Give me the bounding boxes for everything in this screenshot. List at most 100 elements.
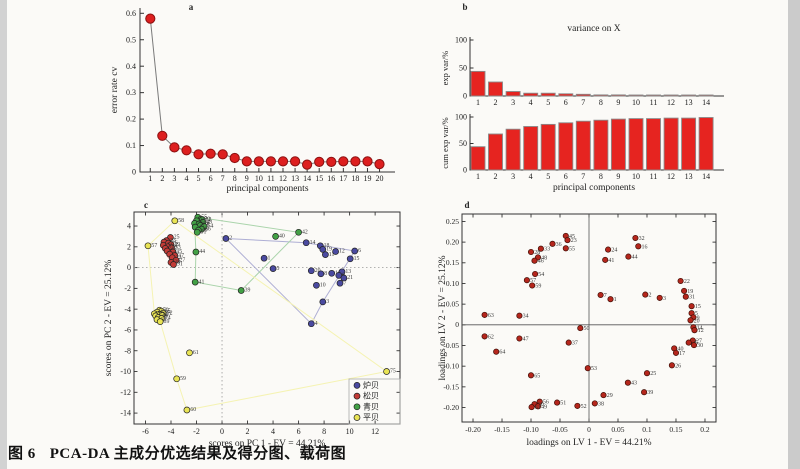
svg-text:42: 42 xyxy=(302,229,308,235)
svg-text:62: 62 xyxy=(488,334,494,340)
svg-text:36: 36 xyxy=(556,242,562,248)
svg-text:14: 14 xyxy=(310,240,316,246)
svg-text:13: 13 xyxy=(291,174,299,183)
svg-text:1: 1 xyxy=(148,174,152,183)
svg-text:50: 50 xyxy=(584,326,590,332)
svg-text:-10: -10 xyxy=(120,367,131,376)
svg-text:19: 19 xyxy=(363,174,371,183)
panel-c-x-axis-label: scores on PC 1 - EV = 44.21% xyxy=(209,439,326,449)
svg-text:10: 10 xyxy=(632,98,640,107)
page-edge-right xyxy=(788,0,800,469)
svg-text:2: 2 xyxy=(246,427,250,436)
svg-text:11: 11 xyxy=(267,174,275,183)
svg-text:22: 22 xyxy=(684,279,690,285)
svg-text:8: 8 xyxy=(324,271,327,277)
svg-text:27: 27 xyxy=(696,339,702,345)
svg-text:50: 50 xyxy=(459,64,467,73)
svg-text:5: 5 xyxy=(197,174,201,183)
svg-text:0.25: 0.25 xyxy=(446,217,459,226)
panel-c-y-axis-label: scores on PC 2 - EV = 25.12% xyxy=(104,260,114,377)
svg-text:54: 54 xyxy=(538,272,544,278)
svg-text:0: 0 xyxy=(132,168,136,177)
svg-text:12: 12 xyxy=(667,172,675,181)
svg-text:0.20: 0.20 xyxy=(446,238,459,247)
legend-label: 青贝 xyxy=(363,401,379,411)
svg-text:20: 20 xyxy=(315,268,321,274)
svg-text:53: 53 xyxy=(591,366,597,372)
svg-text:0.15: 0.15 xyxy=(669,425,682,434)
svg-text:1: 1 xyxy=(268,255,271,261)
svg-text:65: 65 xyxy=(534,373,540,379)
svg-text:8: 8 xyxy=(599,98,603,107)
svg-text:52: 52 xyxy=(206,217,212,223)
svg-text:7: 7 xyxy=(343,280,346,286)
svg-text:64: 64 xyxy=(499,350,505,356)
svg-text:3: 3 xyxy=(172,174,176,183)
svg-text:0: 0 xyxy=(463,166,467,175)
svg-text:0.5: 0.5 xyxy=(126,35,136,44)
svg-text:61: 61 xyxy=(193,350,199,356)
svg-text:75: 75 xyxy=(390,369,396,375)
svg-text:5: 5 xyxy=(546,98,550,107)
svg-text:29: 29 xyxy=(174,242,180,248)
svg-text:-2: -2 xyxy=(124,284,131,293)
panel-d-x-axis-label: loadings on LV 1 - EV = 44.21% xyxy=(527,438,652,448)
svg-text:11: 11 xyxy=(329,252,335,258)
svg-text:25: 25 xyxy=(650,371,656,377)
svg-text:4: 4 xyxy=(529,172,533,181)
svg-text:0: 0 xyxy=(463,92,467,101)
svg-text:54: 54 xyxy=(208,224,214,230)
svg-text:2: 2 xyxy=(127,242,131,251)
svg-text:26: 26 xyxy=(172,240,178,246)
svg-text:56: 56 xyxy=(543,400,549,406)
svg-text:8: 8 xyxy=(599,172,603,181)
panel-a-scree-line-chart: a00.10.20.30.40.50.61 2 3 4 5 6 7 8 9 10 11 12 13 14 1… xyxy=(110,2,395,194)
svg-text:-0.10: -0.10 xyxy=(443,362,459,371)
panel-d-loadings-scatter-plot: d -0.20 -0.15 -0.10 -0.05 0 0.05 0.1 0.15 0.2 0.25… xyxy=(438,200,717,448)
svg-text:51: 51 xyxy=(560,401,566,407)
svg-text:-0.10: -0.10 xyxy=(523,425,539,434)
svg-text:6: 6 xyxy=(297,427,301,436)
svg-text:31: 31 xyxy=(177,262,183,268)
svg-text:2: 2 xyxy=(229,236,232,242)
svg-text:58: 58 xyxy=(178,218,184,224)
svg-text:32: 32 xyxy=(639,236,645,242)
svg-text:12: 12 xyxy=(698,328,704,334)
svg-text:25: 25 xyxy=(174,235,180,241)
svg-text:29: 29 xyxy=(607,393,613,399)
svg-text:50: 50 xyxy=(204,216,210,222)
svg-text:-6: -6 xyxy=(124,326,131,335)
svg-text:7: 7 xyxy=(221,174,225,183)
svg-text:40: 40 xyxy=(677,346,683,352)
svg-text:6: 6 xyxy=(564,98,568,107)
svg-text:100: 100 xyxy=(455,113,467,122)
svg-text:4: 4 xyxy=(529,98,533,107)
svg-text:48: 48 xyxy=(206,220,212,226)
svg-text:12: 12 xyxy=(279,174,287,183)
svg-text:47: 47 xyxy=(523,336,529,342)
svg-text:56: 56 xyxy=(205,226,211,232)
svg-text:6: 6 xyxy=(564,172,568,181)
svg-text:68: 68 xyxy=(160,317,166,323)
svg-text:3: 3 xyxy=(326,299,329,305)
svg-text:31: 31 xyxy=(689,295,695,301)
scatter-group: 2523362629243433283035323722273831 xyxy=(159,234,185,268)
svg-text:34: 34 xyxy=(523,314,529,320)
svg-text:20: 20 xyxy=(376,174,384,183)
svg-text:48: 48 xyxy=(541,255,547,261)
svg-text:0.05: 0.05 xyxy=(611,425,624,434)
figure-caption: 图 6 PCA-DA 主成分优选结果及得分图、载荷图 xyxy=(8,442,568,463)
svg-text:17: 17 xyxy=(339,174,347,183)
svg-text:12: 12 xyxy=(667,98,675,107)
svg-text:10: 10 xyxy=(255,174,263,183)
svg-text:5: 5 xyxy=(546,172,550,181)
svg-text:0.2: 0.2 xyxy=(700,425,710,434)
svg-text:15: 15 xyxy=(695,304,701,310)
svg-text:17: 17 xyxy=(679,351,685,357)
figure-caption-text: PCA-DA 主成分优选结果及得分图、载荷图 xyxy=(49,446,347,462)
svg-text:10: 10 xyxy=(632,172,640,181)
svg-text:57: 57 xyxy=(151,243,157,249)
